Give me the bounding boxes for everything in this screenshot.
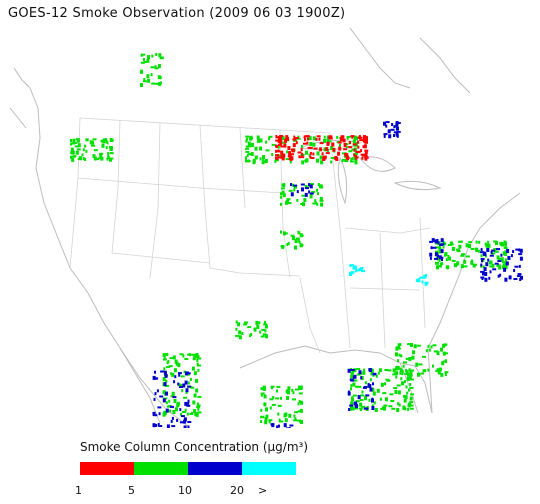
smoke-patches (70, 53, 523, 428)
legend-tick-1: 1 (75, 484, 82, 497)
legend-swatch-cyan (242, 462, 296, 475)
legend-swatch-green (134, 462, 188, 475)
legend-swatch-red (80, 462, 134, 475)
legend-tick-10: 10 (178, 484, 192, 497)
legend-tick-5: 5 (128, 484, 135, 497)
state-borders (69, 117, 431, 354)
legend-tick-20: 20 (230, 484, 244, 497)
coastline-outlines (9, 28, 521, 428)
smoke-map (9, 28, 523, 428)
legend-swatch-blue (188, 462, 242, 475)
legend-colorbar (80, 462, 296, 475)
map-title: GOES-12 Smoke Observation (2009 06 03 19… (8, 6, 346, 21)
legend-title: Smoke Column Concentration (µg/m³) (80, 440, 308, 454)
legend-tick-gt: > (258, 484, 268, 497)
